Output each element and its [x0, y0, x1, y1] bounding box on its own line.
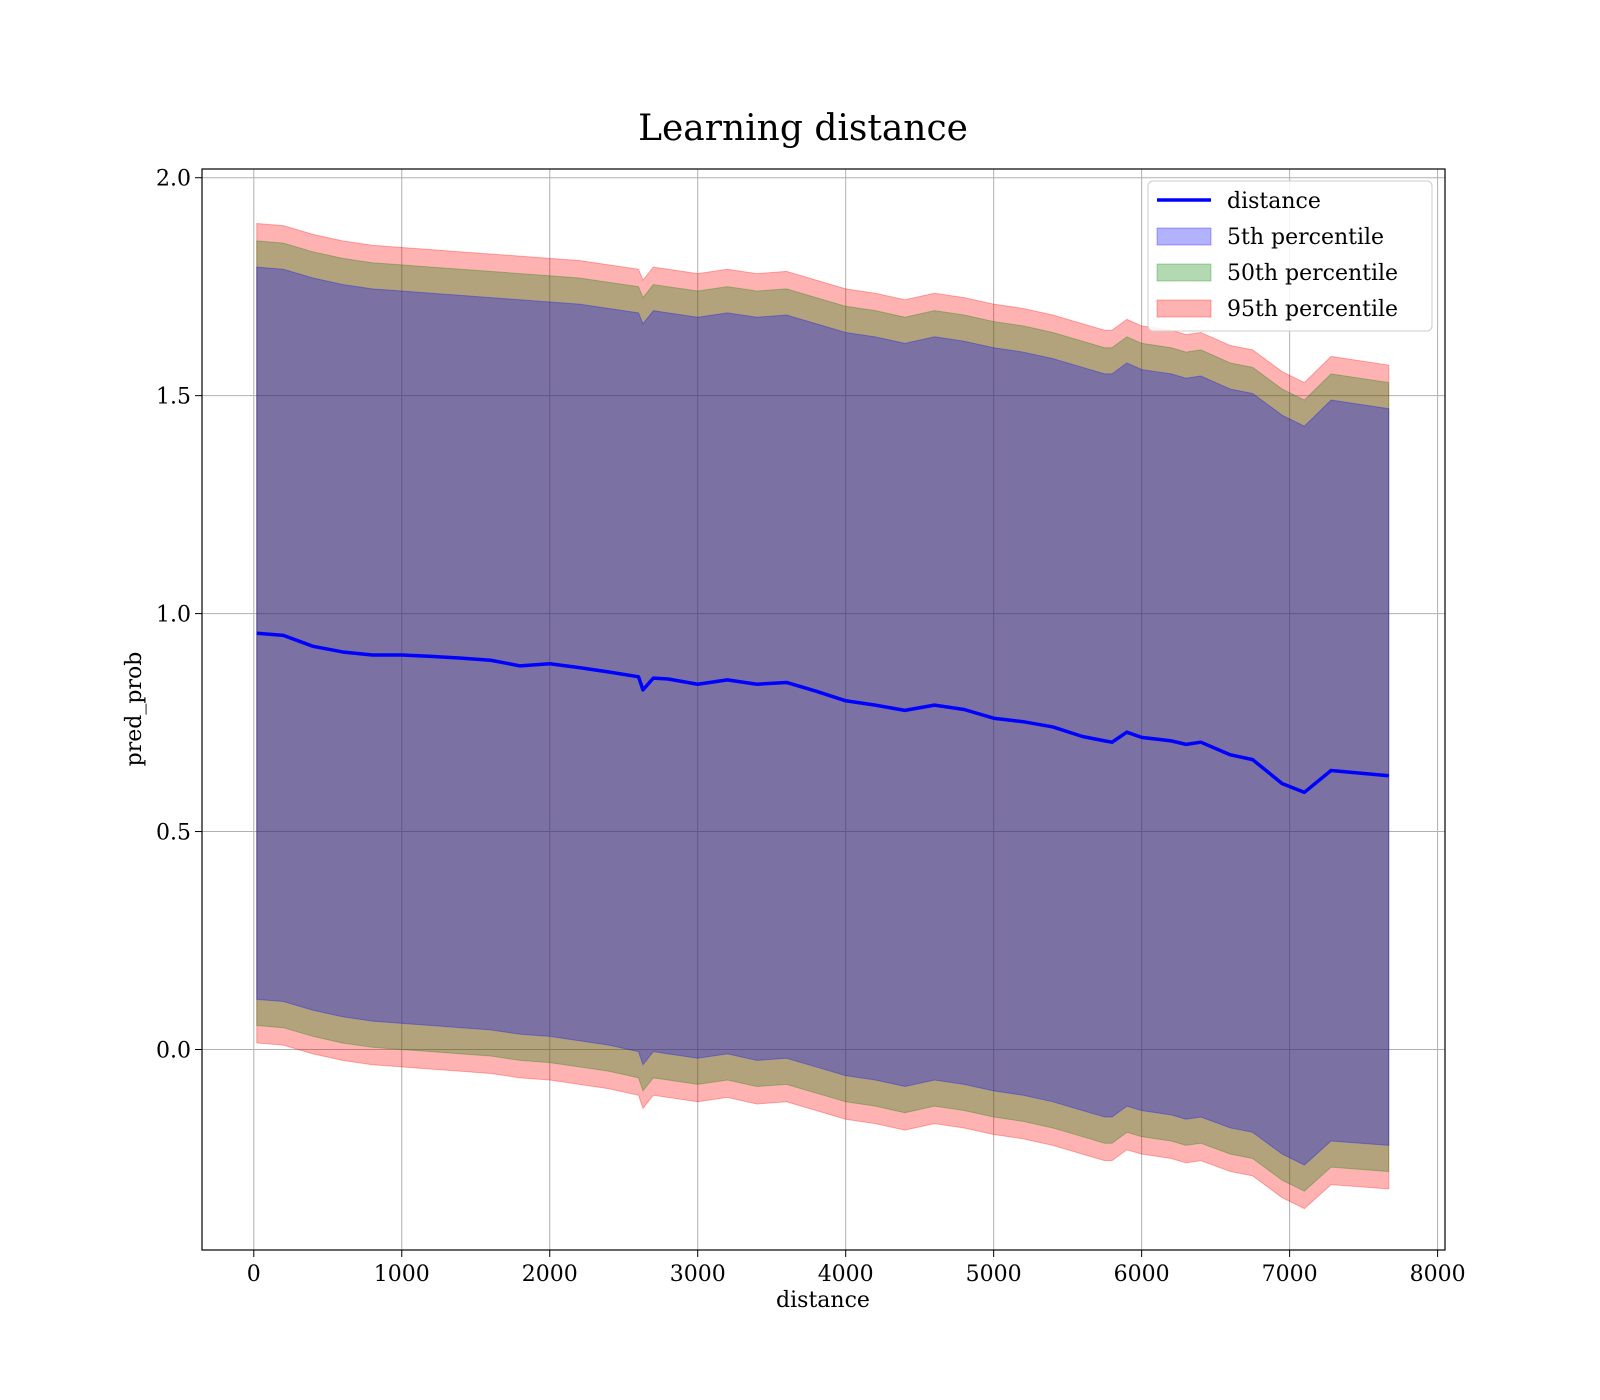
legend-box [1147, 180, 1433, 332]
legend-swatch-95th-percentile [1156, 299, 1212, 318]
legend-label-95th-percentile: 95th percentile [1227, 297, 1398, 322]
x-tick-label: 0 [247, 1262, 261, 1287]
band-95th-percentile [256, 222, 1390, 1210]
x-tick-label: 1000 [374, 1262, 430, 1287]
x-axis-title: distance [776, 1288, 870, 1313]
y-tick-label: 0.5 [156, 821, 191, 846]
x-tick-label: 6000 [1114, 1262, 1170, 1287]
x-tick-label: 3000 [670, 1262, 726, 1287]
percentile-bands [256, 222, 1390, 1210]
y-tick-label: 1.0 [156, 603, 191, 628]
distance-line-layer [256, 631, 1389, 795]
band-5th-percentile [256, 266, 1390, 1166]
x-tick-label: 2000 [522, 1262, 578, 1287]
band-50th-percentile [256, 240, 1390, 1192]
legend-label-5th-percentile: 5th percentile [1227, 225, 1384, 250]
y-tick-label: 1.5 [156, 385, 191, 410]
x-tick-label: 7000 [1262, 1262, 1318, 1287]
y-tick-label: 2.0 [156, 167, 191, 192]
x-tick-label: 5000 [966, 1262, 1022, 1287]
legend-swatch-5th-percentile [1156, 227, 1212, 246]
x-tick-label: 8000 [1410, 1262, 1466, 1287]
legend-swatch-50th-percentile [1156, 263, 1212, 282]
y-axis-title: pred_prob [122, 652, 147, 767]
axis-ticks: 0 1000 2000 3000 4000 5000 6000 7000 8000 0.0 0.5 1… [156, 167, 1466, 1287]
plot-frame [201, 168, 1446, 1251]
y-tick-label: 0.0 [156, 1038, 191, 1063]
legend-label-distance: distance [1227, 189, 1321, 214]
x-tick-label: 4000 [818, 1262, 874, 1287]
legend-label-50th-percentile: 50th percentile [1227, 261, 1398, 286]
grid [202, 169, 1445, 1250]
series-line-distance [256, 631, 1389, 795]
legend: distance 5th percentile 50th percentile … [1147, 180, 1433, 332]
chart-title: Learning distance [638, 108, 968, 149]
